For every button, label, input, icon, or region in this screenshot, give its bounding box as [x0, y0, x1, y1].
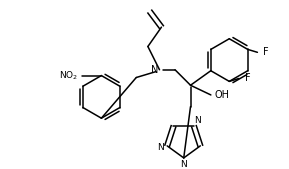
Text: OH: OH	[215, 90, 230, 100]
Text: NO$_2$: NO$_2$	[59, 69, 78, 82]
Text: N: N	[151, 65, 158, 75]
Text: N: N	[180, 160, 187, 169]
Text: N: N	[194, 116, 201, 125]
Text: F: F	[263, 47, 269, 57]
Text: N: N	[157, 143, 164, 152]
Text: F: F	[245, 74, 251, 83]
